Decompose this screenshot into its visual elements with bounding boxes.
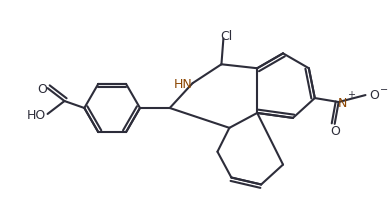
Text: O: O	[331, 125, 341, 138]
Text: O: O	[370, 89, 379, 101]
Text: HO: HO	[27, 110, 46, 122]
Text: N: N	[338, 96, 347, 110]
Text: +: +	[347, 90, 354, 100]
Text: O: O	[38, 83, 47, 96]
Text: −: −	[380, 85, 388, 95]
Text: HN: HN	[173, 78, 192, 91]
Text: Cl: Cl	[220, 30, 233, 43]
